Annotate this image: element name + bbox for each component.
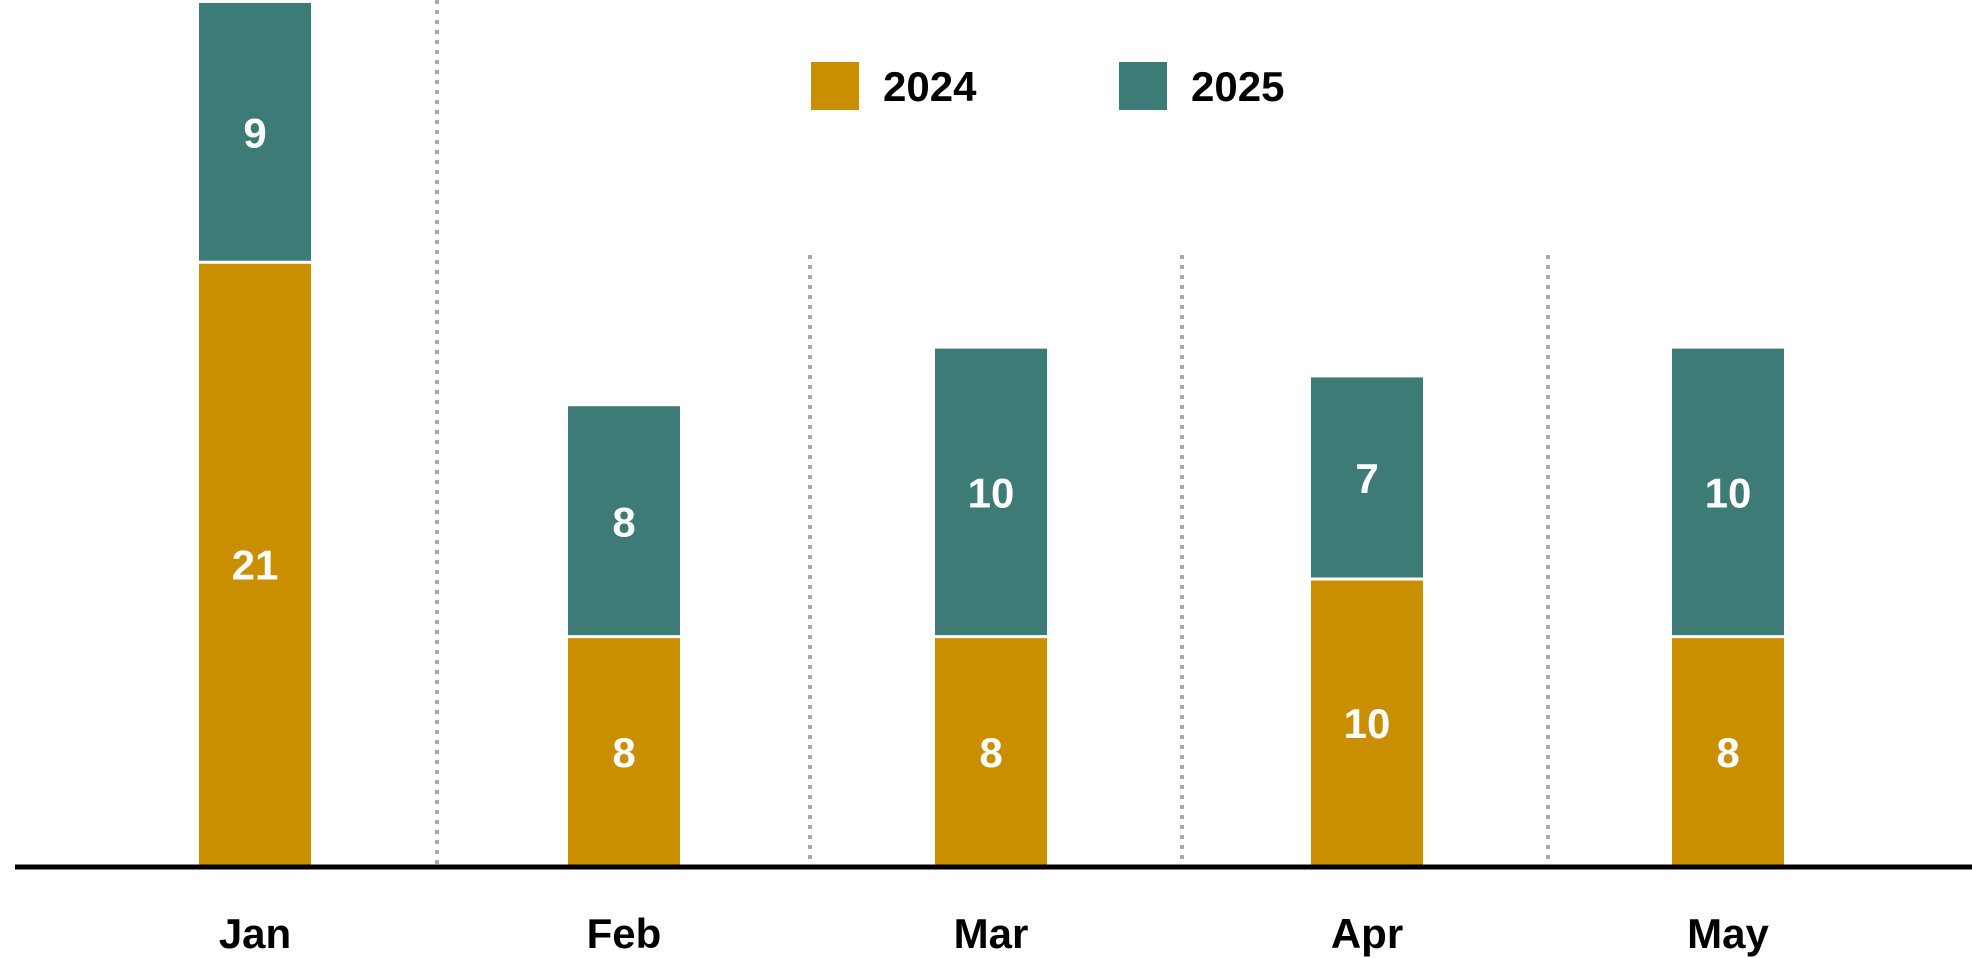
x-tick-labels: Jan Feb Mar Apr May <box>219 910 1770 957</box>
bar-group <box>199 3 1784 867</box>
legend-swatch-2025 <box>1119 62 1167 110</box>
bar-jan-2024 <box>199 262 311 867</box>
data-label: 8 <box>1716 729 1739 776</box>
legend: 2024 2025 <box>811 62 1284 110</box>
data-label: 10 <box>1705 470 1752 517</box>
x-tick-label: Jan <box>219 910 291 957</box>
bar-apr-2025 <box>1311 377 1423 579</box>
x-tick-label: May <box>1687 910 1769 957</box>
bar-feb-2025 <box>568 406 680 637</box>
bar-apr-2024 <box>1311 579 1423 867</box>
x-tick-label: Feb <box>587 910 662 957</box>
data-label: 8 <box>979 729 1002 776</box>
category-separators <box>435 0 1550 867</box>
legend-label-2024: 2024 <box>883 63 977 110</box>
bar-may-2024 <box>1672 636 1784 867</box>
bar-feb-2024 <box>568 636 680 867</box>
data-label: 8 <box>612 729 635 776</box>
bar-jan-2025 <box>199 3 311 263</box>
legend-swatch-2024 <box>811 62 859 110</box>
bar-may-2025 <box>1672 348 1784 637</box>
data-label: 9 <box>243 110 266 157</box>
data-label: 10 <box>968 470 1015 517</box>
bar-mar-2024 <box>935 636 1047 867</box>
x-tick-label: Apr <box>1331 910 1403 957</box>
bar-mar-2025 <box>935 348 1047 637</box>
bar-label-group: 21 9 8 8 8 10 10 7 8 10 <box>232 110 1752 776</box>
x-tick-label: Mar <box>954 910 1029 957</box>
data-label: 7 <box>1355 455 1378 502</box>
legend-label-2025: 2025 <box>1191 63 1284 110</box>
data-label: 8 <box>612 498 635 545</box>
data-label: 10 <box>1344 700 1391 747</box>
data-label: 21 <box>232 542 279 589</box>
